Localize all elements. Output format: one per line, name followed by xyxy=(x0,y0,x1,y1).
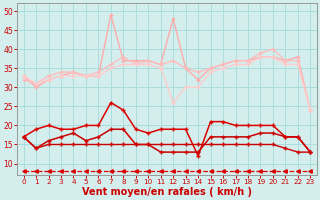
X-axis label: Vent moyen/en rafales ( km/h ): Vent moyen/en rafales ( km/h ) xyxy=(82,187,252,197)
